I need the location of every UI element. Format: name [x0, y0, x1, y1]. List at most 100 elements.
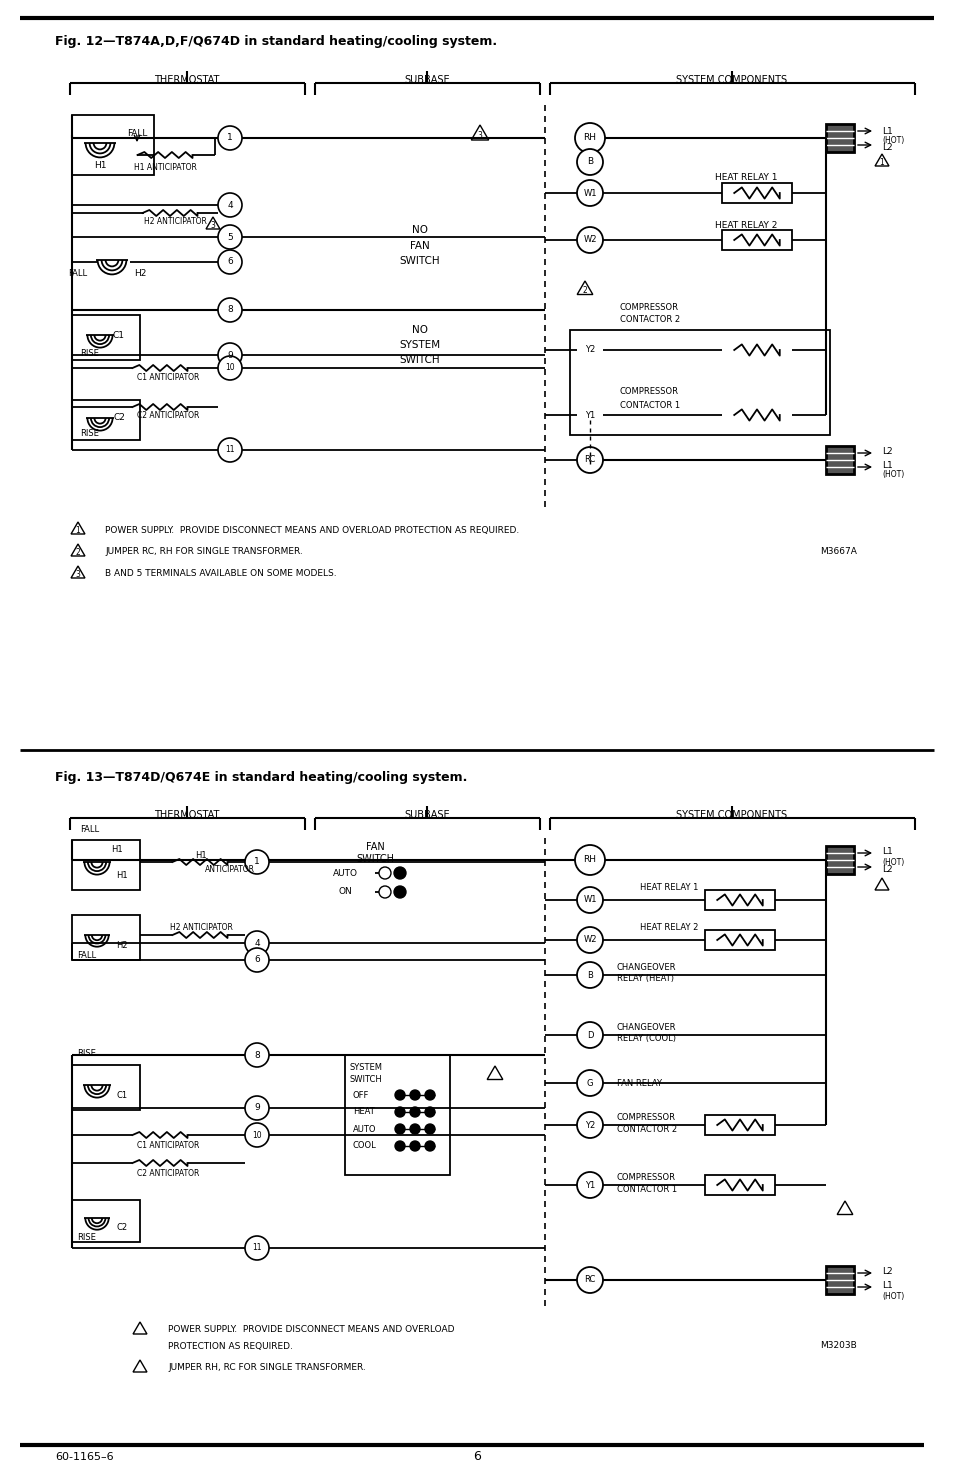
Bar: [345, 1055, 450, 1176]
Circle shape: [575, 845, 604, 875]
Circle shape: [575, 122, 604, 153]
Text: HEAT RELAY 2: HEAT RELAY 2: [714, 221, 777, 230]
Text: Fig. 12—T874A,D,F/Q674D in standard heating/cooling system.: Fig. 12—T874A,D,F/Q674D in standard heat…: [55, 35, 497, 49]
Circle shape: [245, 1096, 269, 1120]
Text: HEAT RELAY 2: HEAT RELAY 2: [639, 923, 698, 932]
Circle shape: [577, 149, 602, 176]
Text: 4: 4: [227, 201, 233, 209]
Text: 6: 6: [253, 956, 259, 965]
Text: H1: H1: [93, 161, 106, 170]
Text: C2: C2: [113, 413, 125, 422]
Text: ON: ON: [337, 888, 352, 897]
Text: SWITCH: SWITCH: [355, 854, 394, 864]
Text: THERMOSTAT: THERMOSTAT: [154, 810, 219, 820]
Circle shape: [424, 1108, 435, 1117]
Bar: [721, 341, 791, 360]
Text: SYSTEM: SYSTEM: [399, 341, 440, 350]
Bar: [71, 400, 140, 440]
Circle shape: [378, 886, 391, 898]
Text: 11: 11: [252, 1243, 261, 1252]
Circle shape: [577, 1112, 602, 1139]
Text: Fig. 13—T874D/Q674E in standard heating/cooling system.: Fig. 13—T874D/Q674E in standard heating/…: [55, 771, 467, 785]
Bar: [704, 1176, 774, 1195]
Text: JUMPER RC, RH FOR SINGLE TRANSFORMER.: JUMPER RC, RH FOR SINGLE TRANSFORMER.: [105, 547, 302, 556]
Text: W2: W2: [582, 236, 597, 245]
Text: NO: NO: [412, 226, 428, 235]
Circle shape: [218, 249, 242, 274]
Text: RISE: RISE: [77, 1233, 95, 1242]
Bar: [71, 839, 140, 889]
Text: RELAY (COOL): RELAY (COOL): [617, 1034, 676, 1043]
Text: L1: L1: [882, 848, 892, 857]
Text: H2 ANTICIPATOR: H2 ANTICIPATOR: [143, 217, 206, 227]
Bar: [71, 914, 140, 960]
Bar: [825, 847, 853, 875]
Circle shape: [245, 948, 269, 972]
Text: 10: 10: [225, 363, 234, 373]
Circle shape: [424, 1090, 435, 1100]
Text: ANTICIPATOR: ANTICIPATOR: [205, 864, 254, 873]
Text: L2: L2: [882, 447, 892, 456]
Text: Y1: Y1: [584, 1180, 595, 1189]
Bar: [721, 230, 791, 249]
Circle shape: [577, 1022, 602, 1049]
Bar: [704, 889, 774, 910]
Text: B: B: [586, 158, 593, 167]
Text: NO: NO: [412, 324, 428, 335]
Text: POWER SUPPLY.  PROVIDE DISCONNECT MEANS AND OVERLOAD PROTECTION AS REQUIRED.: POWER SUPPLY. PROVIDE DISCONNECT MEANS A…: [105, 525, 518, 534]
Text: SUBBASE: SUBBASE: [404, 810, 450, 820]
Text: 9: 9: [253, 1103, 259, 1112]
Text: AUTO: AUTO: [353, 1124, 376, 1133]
Text: 1: 1: [253, 857, 259, 866]
Circle shape: [245, 1122, 269, 1148]
Bar: [721, 406, 791, 425]
Text: L2: L2: [882, 143, 892, 152]
Bar: [704, 1115, 774, 1134]
Text: CHANGEOVER: CHANGEOVER: [617, 963, 676, 972]
Text: POWER SUPPLY.  PROVIDE DISCONNECT MEANS AND OVERLOAD: POWER SUPPLY. PROVIDE DISCONNECT MEANS A…: [168, 1326, 454, 1335]
Circle shape: [424, 1142, 435, 1150]
Circle shape: [394, 867, 406, 879]
Text: C1: C1: [112, 330, 125, 339]
Text: G: G: [586, 1078, 593, 1087]
Text: M3203B: M3203B: [820, 1341, 856, 1351]
Text: H2: H2: [116, 941, 128, 950]
Text: H1: H1: [112, 845, 123, 854]
Text: C2 ANTICIPATOR: C2 ANTICIPATOR: [136, 410, 199, 419]
Text: (HOT): (HOT): [882, 857, 903, 866]
Circle shape: [245, 850, 269, 875]
Circle shape: [395, 1124, 405, 1134]
Text: SYSTEM COMPONENTS: SYSTEM COMPONENTS: [676, 75, 787, 86]
Text: HEAT RELAY 1: HEAT RELAY 1: [714, 173, 777, 181]
Circle shape: [410, 1108, 419, 1117]
Text: CONTACTOR 1: CONTACTOR 1: [619, 401, 679, 410]
Bar: [825, 1266, 853, 1294]
Text: SWITCH: SWITCH: [399, 355, 440, 364]
Circle shape: [577, 1173, 602, 1198]
Circle shape: [577, 336, 602, 363]
Text: SWITCH: SWITCH: [399, 257, 440, 266]
Circle shape: [410, 1142, 419, 1150]
Text: RH: RH: [583, 855, 596, 864]
Text: B AND 5 TERMINALS AVAILABLE ON SOME MODELS.: B AND 5 TERMINALS AVAILABLE ON SOME MODE…: [105, 569, 336, 578]
Text: RISE: RISE: [80, 429, 99, 438]
Circle shape: [245, 931, 269, 954]
Text: RELAY (HEAT): RELAY (HEAT): [617, 975, 673, 984]
Text: 2: 2: [75, 549, 80, 558]
Text: FALL: FALL: [80, 826, 99, 835]
Circle shape: [378, 867, 391, 879]
Text: H1 ANTICIPATOR: H1 ANTICIPATOR: [133, 162, 196, 171]
Text: H2 ANTICIPATOR: H2 ANTICIPATOR: [170, 922, 233, 932]
Text: 8: 8: [253, 1050, 259, 1059]
Circle shape: [218, 355, 242, 381]
Text: COMPRESSOR: COMPRESSOR: [619, 388, 679, 397]
Text: M3667A: M3667A: [820, 547, 856, 556]
Text: CONTACTOR 2: CONTACTOR 2: [617, 1124, 677, 1133]
Text: W2: W2: [582, 935, 597, 944]
Circle shape: [218, 438, 242, 462]
Text: Y2: Y2: [584, 345, 595, 354]
Text: 9: 9: [227, 351, 233, 360]
Text: FAN: FAN: [365, 842, 384, 853]
Circle shape: [577, 962, 602, 988]
Text: D: D: [586, 1031, 593, 1040]
